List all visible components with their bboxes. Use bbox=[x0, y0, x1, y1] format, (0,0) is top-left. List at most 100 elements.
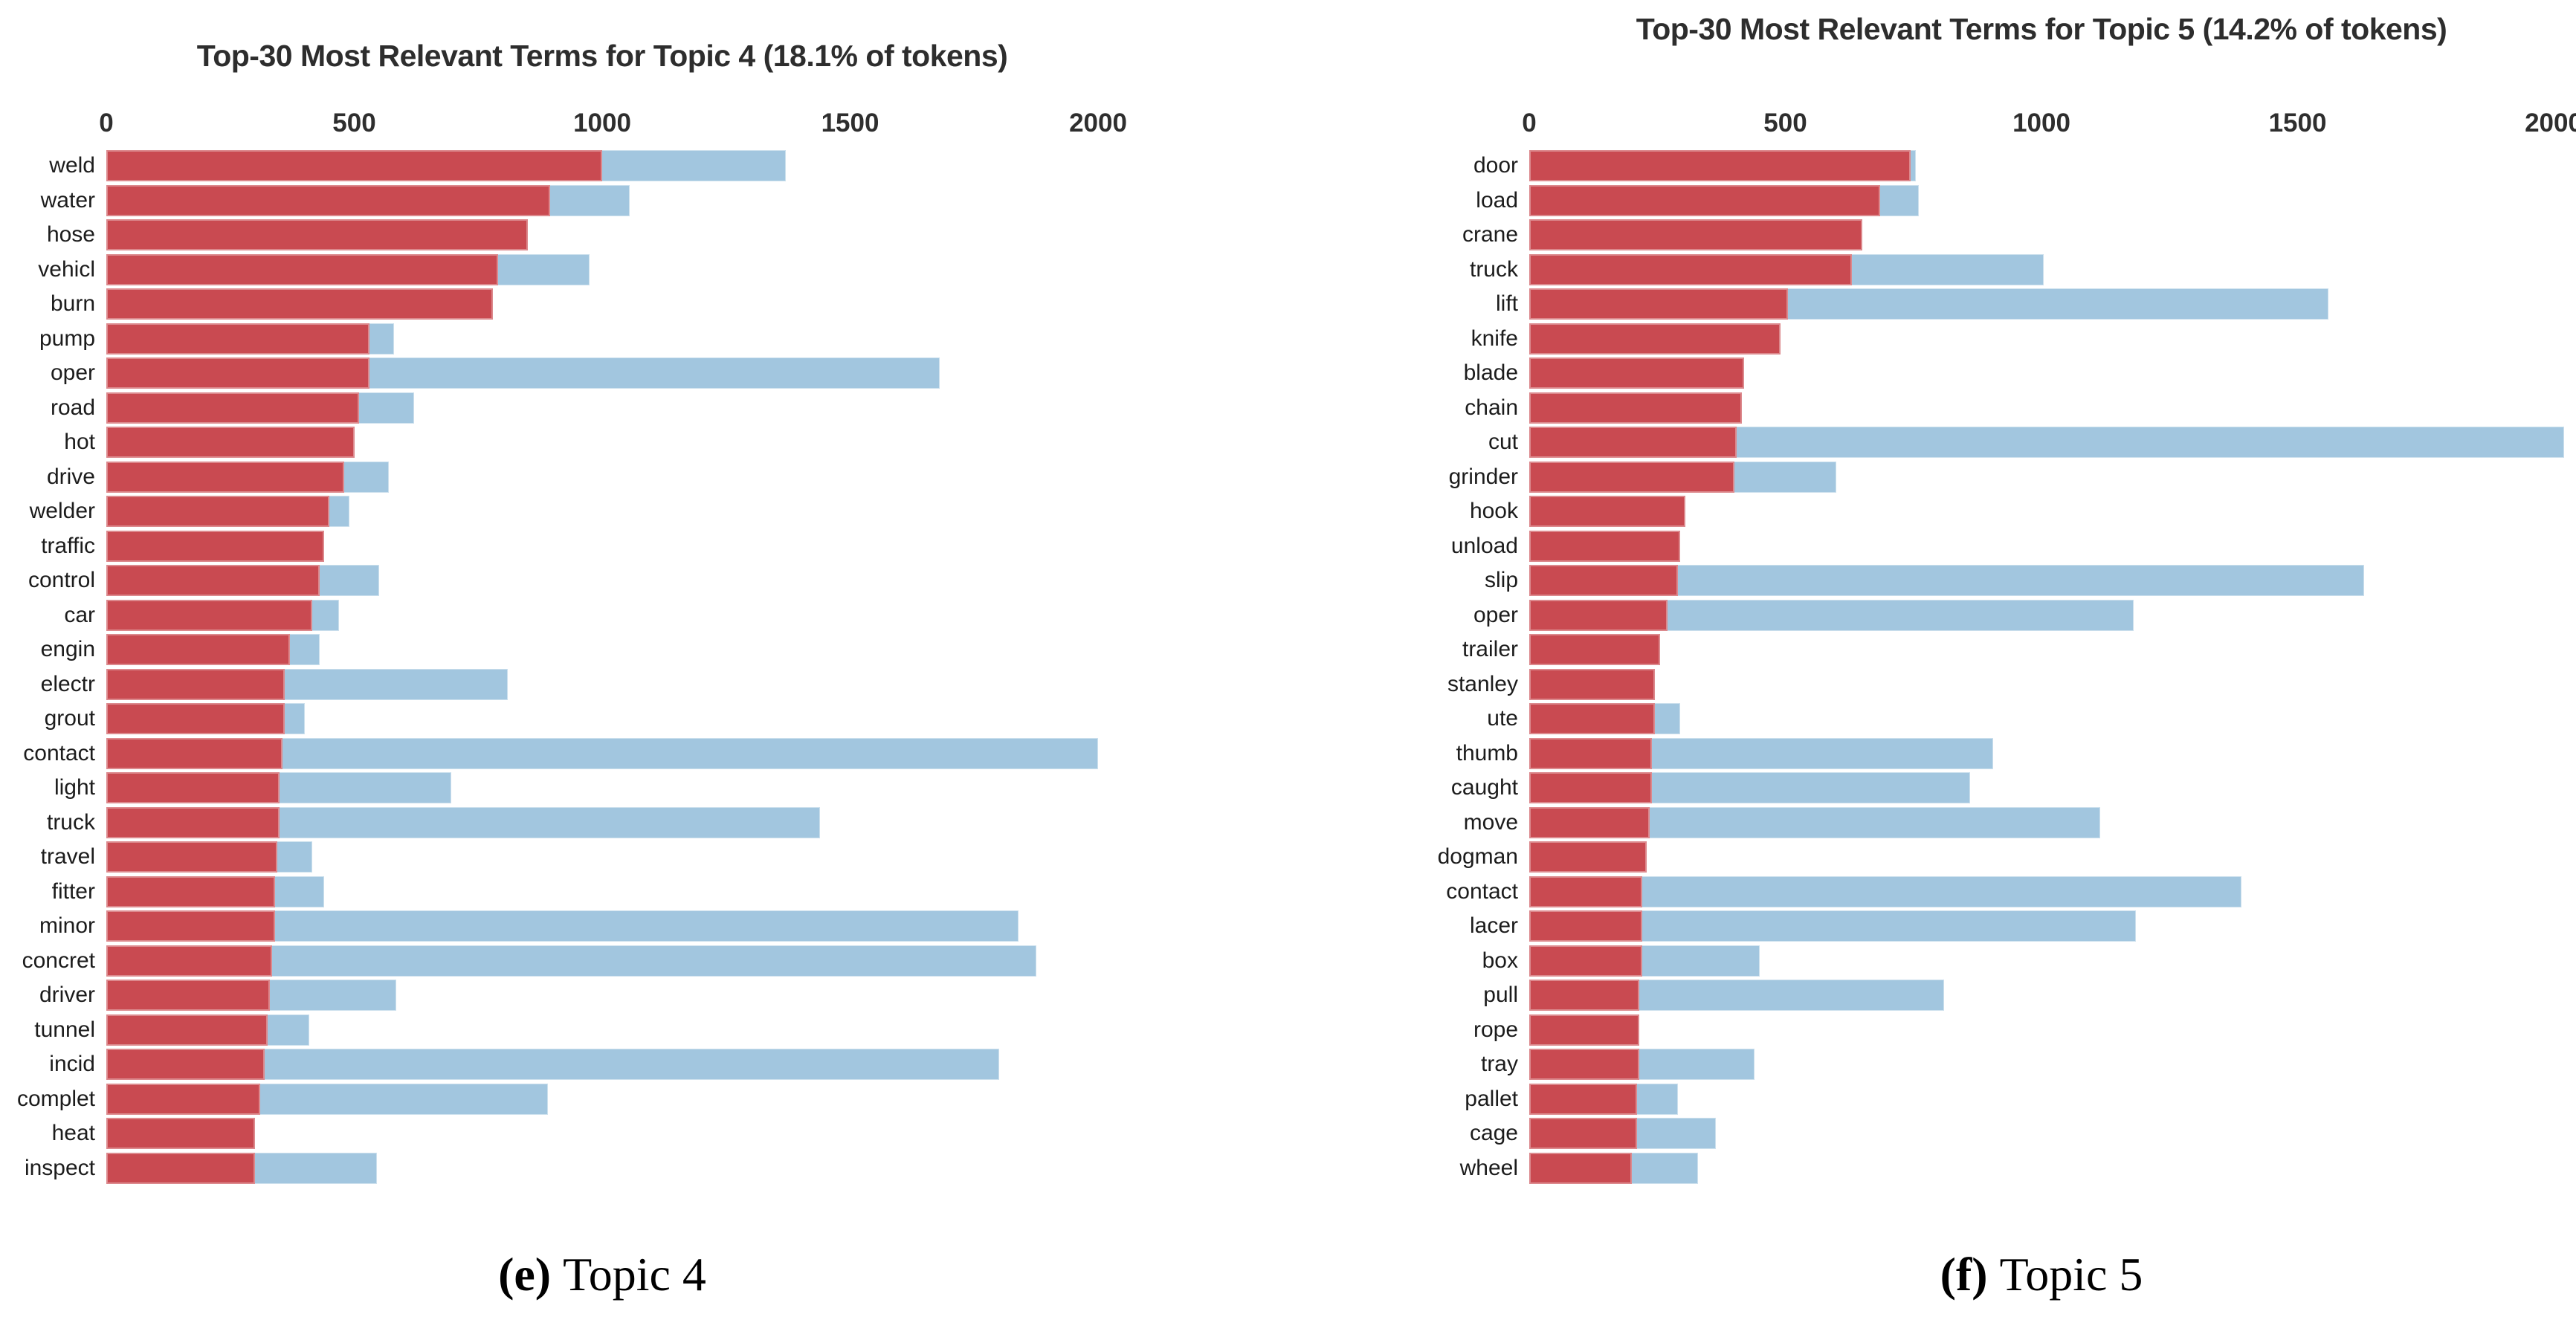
term-label: wheel bbox=[1459, 1155, 1518, 1180]
x-axis-tick-label: 2000 bbox=[1069, 109, 1127, 137]
term-label: fitter bbox=[51, 878, 95, 904]
topic-frequency-bar bbox=[106, 1049, 265, 1081]
term-row: electr bbox=[0, 667, 1204, 702]
topic-frequency-bar bbox=[106, 1152, 256, 1184]
topic-frequency-bar bbox=[1529, 461, 1734, 493]
term-row: ute bbox=[1398, 702, 2576, 737]
term-row: travel bbox=[0, 840, 1204, 875]
term-row: oper bbox=[1398, 598, 2576, 633]
topic-frequency-bar bbox=[106, 530, 325, 562]
bar-area bbox=[106, 599, 1098, 631]
term-label: hose bbox=[46, 222, 95, 247]
bar-area bbox=[106, 392, 1098, 424]
term-row: pallet bbox=[1398, 1082, 2576, 1117]
topic-frequency-bar bbox=[106, 461, 345, 493]
topic-4-chart: Top-30 Most Relevant Terms for Topic 4 (… bbox=[0, 0, 1204, 1340]
term-label: cut bbox=[1488, 430, 1518, 455]
bar-area bbox=[106, 1049, 1098, 1081]
topic-frequency-bar bbox=[106, 599, 312, 631]
topic-frequency-bar bbox=[1529, 565, 1678, 597]
term-row: weld bbox=[0, 149, 1204, 184]
bar-area bbox=[106, 772, 1098, 804]
caption-letter: (f) bbox=[1940, 1248, 1988, 1301]
term-row: lacer bbox=[1398, 909, 2576, 944]
term-label: control bbox=[28, 568, 95, 593]
bar-area bbox=[1529, 427, 2564, 459]
bar-area bbox=[106, 945, 1098, 977]
term-row: burn bbox=[0, 287, 1204, 322]
term-label: electr bbox=[40, 671, 95, 696]
x-axis-tick-label: 1000 bbox=[573, 109, 631, 137]
term-label: tunnel bbox=[34, 1017, 95, 1042]
bar-area bbox=[106, 496, 1098, 528]
term-label: crane bbox=[1462, 222, 1518, 247]
term-label: welder bbox=[29, 499, 95, 524]
topic-5-chart: Top-30 Most Relevant Terms for Topic 5 (… bbox=[1398, 0, 2576, 1340]
bar-area bbox=[1529, 219, 2554, 251]
topic-frequency-bar bbox=[106, 980, 271, 1012]
bar-area bbox=[106, 1152, 1098, 1184]
term-row: cut bbox=[1398, 425, 2576, 460]
term-label: rope bbox=[1473, 1017, 1518, 1042]
term-label: incid bbox=[49, 1052, 95, 1077]
term-row: crane bbox=[1398, 218, 2576, 253]
term-row: grout bbox=[0, 702, 1204, 737]
term-label: travel bbox=[40, 844, 95, 870]
term-label: stanley bbox=[1447, 671, 1518, 696]
term-label: burn bbox=[50, 291, 95, 317]
term-label: drive bbox=[46, 464, 95, 489]
bar-area bbox=[106, 841, 1098, 873]
bar-area bbox=[1529, 599, 2554, 631]
term-label: minor bbox=[39, 913, 95, 939]
term-label: pull bbox=[1483, 983, 1518, 1008]
term-label: engin bbox=[40, 637, 95, 662]
term-row: stanley bbox=[1398, 667, 2576, 702]
topic-frequency-bar bbox=[106, 565, 320, 597]
bar-area bbox=[106, 288, 1098, 320]
term-row: door bbox=[1398, 149, 2576, 184]
term-row: tray bbox=[1398, 1047, 2576, 1082]
bar-area bbox=[1529, 806, 2554, 838]
x-axis-tick-label: 0 bbox=[1522, 109, 1537, 137]
term-row: grinder bbox=[1398, 460, 2576, 495]
term-rows: door load crane truck lift knife blade chain cut… bbox=[1398, 149, 2576, 1185]
bar-area bbox=[106, 253, 1098, 285]
term-row: vehicl bbox=[0, 253, 1204, 288]
bar-area bbox=[1529, 1118, 2554, 1150]
term-label: truck bbox=[1469, 256, 1518, 282]
term-label: truck bbox=[46, 809, 95, 835]
term-label: contact bbox=[1446, 878, 1518, 904]
bar-area bbox=[106, 1014, 1098, 1046]
topic-frequency-bar bbox=[106, 841, 278, 873]
chart-title: Top-30 Most Relevant Terms for Topic 4 (… bbox=[196, 39, 1008, 73]
term-row: truck bbox=[0, 806, 1204, 841]
bar-area bbox=[1529, 1152, 2554, 1184]
term-row: cage bbox=[1398, 1116, 2576, 1151]
topic-frequency-bar bbox=[1529, 184, 1880, 216]
bar-area bbox=[106, 565, 1098, 597]
topic-frequency-bar bbox=[106, 668, 285, 700]
term-row: oper bbox=[0, 356, 1204, 391]
bar-area bbox=[1529, 150, 2554, 182]
bar-area bbox=[1529, 565, 2554, 597]
bar-area bbox=[1529, 841, 2554, 873]
bar-area bbox=[1529, 253, 2554, 285]
topic-frequency-bar bbox=[106, 357, 369, 389]
term-row: tunnel bbox=[0, 1013, 1204, 1048]
bar-area bbox=[106, 427, 1098, 459]
bar-area bbox=[1529, 288, 2554, 320]
term-row: car bbox=[0, 598, 1204, 633]
topic-frequency-bar bbox=[1529, 841, 1647, 873]
overall-frequency-bar bbox=[1529, 875, 2241, 907]
topic-frequency-bar bbox=[106, 253, 498, 285]
term-row: move bbox=[1398, 806, 2576, 841]
topic-frequency-bar bbox=[1529, 737, 1653, 769]
term-row: rope bbox=[1398, 1013, 2576, 1048]
x-axis-tick-label: 1000 bbox=[2012, 109, 2070, 137]
term-label: cage bbox=[1469, 1121, 1518, 1146]
topic-frequency-bar bbox=[106, 496, 330, 528]
topic-frequency-bar bbox=[1529, 703, 1655, 735]
topic-frequency-bar bbox=[106, 219, 528, 251]
term-label: tray bbox=[1480, 1052, 1518, 1077]
term-row: light bbox=[0, 771, 1204, 806]
